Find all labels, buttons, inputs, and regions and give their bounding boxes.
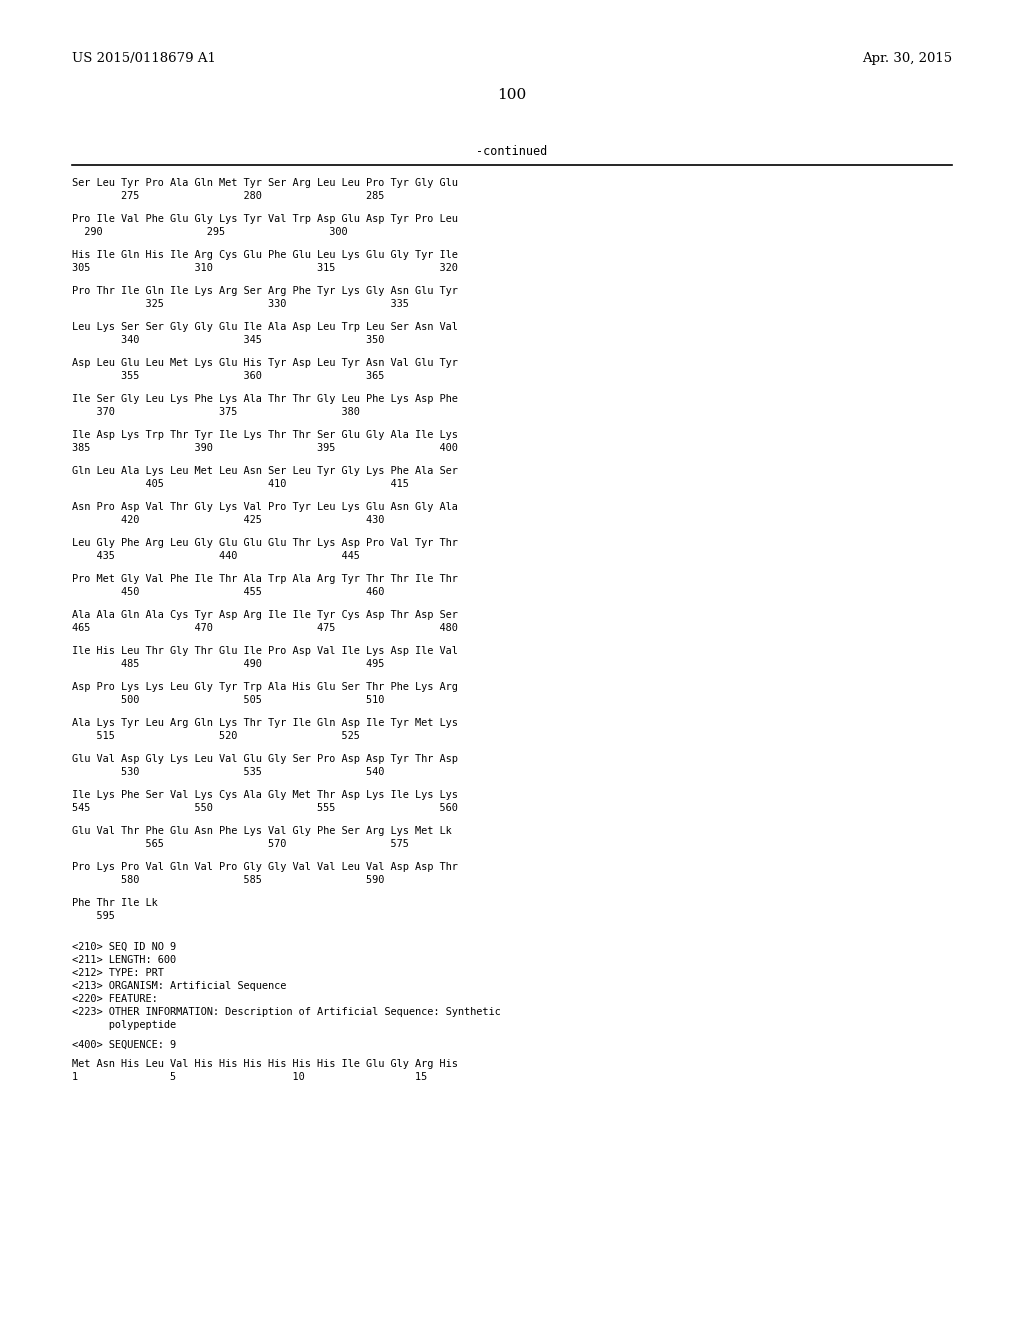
Text: 325                 330                 335: 325 330 335 <box>72 300 409 309</box>
Text: US 2015/0118679 A1: US 2015/0118679 A1 <box>72 51 216 65</box>
Text: 565                 570                 575: 565 570 575 <box>72 840 409 849</box>
Text: Ile Lys Phe Ser Val Lys Cys Ala Gly Met Thr Asp Lys Ile Lys Lys: Ile Lys Phe Ser Val Lys Cys Ala Gly Met … <box>72 789 458 800</box>
Text: Leu Gly Phe Arg Leu Gly Glu Glu Glu Thr Lys Asp Pro Val Tyr Thr: Leu Gly Phe Arg Leu Gly Glu Glu Glu Thr … <box>72 539 458 548</box>
Text: Pro Lys Pro Val Gln Val Pro Gly Gly Val Val Leu Val Asp Asp Thr: Pro Lys Pro Val Gln Val Pro Gly Gly Val … <box>72 862 458 873</box>
Text: Ala Lys Tyr Leu Arg Gln Lys Thr Tyr Ile Gln Asp Ile Tyr Met Lys: Ala Lys Tyr Leu Arg Gln Lys Thr Tyr Ile … <box>72 718 458 729</box>
Text: Phe Thr Ile Lk: Phe Thr Ile Lk <box>72 898 158 908</box>
Text: 275                 280                 285: 275 280 285 <box>72 191 384 201</box>
Text: <211> LENGTH: 600: <211> LENGTH: 600 <box>72 954 176 965</box>
Text: Ile His Leu Thr Gly Thr Glu Ile Pro Asp Val Ile Lys Asp Ile Val: Ile His Leu Thr Gly Thr Glu Ile Pro Asp … <box>72 645 458 656</box>
Text: 435                 440                 445: 435 440 445 <box>72 550 359 561</box>
Text: polypeptide: polypeptide <box>72 1020 176 1030</box>
Text: 420                 425                 430: 420 425 430 <box>72 515 384 525</box>
Text: 290                 295                 300: 290 295 300 <box>72 227 347 238</box>
Text: 1               5                   10                  15: 1 5 10 15 <box>72 1072 427 1082</box>
Text: Ala Ala Gln Ala Cys Tyr Asp Arg Ile Ile Tyr Cys Asp Thr Asp Ser: Ala Ala Gln Ala Cys Tyr Asp Arg Ile Ile … <box>72 610 458 620</box>
Text: His Ile Gln His Ile Arg Cys Glu Phe Glu Leu Lys Glu Gly Tyr Ile: His Ile Gln His Ile Arg Cys Glu Phe Glu … <box>72 249 458 260</box>
Text: 580                 585                 590: 580 585 590 <box>72 875 384 884</box>
Text: 385                 390                 395                 400: 385 390 395 400 <box>72 444 458 453</box>
Text: Apr. 30, 2015: Apr. 30, 2015 <box>862 51 952 65</box>
Text: Asn Pro Asp Val Thr Gly Lys Val Pro Tyr Leu Lys Glu Asn Gly Ala: Asn Pro Asp Val Thr Gly Lys Val Pro Tyr … <box>72 502 458 512</box>
Text: 530                 535                 540: 530 535 540 <box>72 767 384 777</box>
Text: 355                 360                 365: 355 360 365 <box>72 371 384 381</box>
Text: <213> ORGANISM: Artificial Sequence: <213> ORGANISM: Artificial Sequence <box>72 981 287 991</box>
Text: <212> TYPE: PRT: <212> TYPE: PRT <box>72 968 164 978</box>
Text: 340                 345                 350: 340 345 350 <box>72 335 384 345</box>
Text: Pro Met Gly Val Phe Ile Thr Ala Trp Ala Arg Tyr Thr Thr Ile Thr: Pro Met Gly Val Phe Ile Thr Ala Trp Ala … <box>72 574 458 583</box>
Text: Glu Val Thr Phe Glu Asn Phe Lys Val Gly Phe Ser Arg Lys Met Lk: Glu Val Thr Phe Glu Asn Phe Lys Val Gly … <box>72 826 452 836</box>
Text: Met Asn His Leu Val His His His His His His Ile Glu Gly Arg His: Met Asn His Leu Val His His His His His … <box>72 1059 458 1069</box>
Text: 305                 310                 315                 320: 305 310 315 320 <box>72 263 458 273</box>
Text: <210> SEQ ID NO 9: <210> SEQ ID NO 9 <box>72 942 176 952</box>
Text: Pro Ile Val Phe Glu Gly Lys Tyr Val Trp Asp Glu Asp Tyr Pro Leu: Pro Ile Val Phe Glu Gly Lys Tyr Val Trp … <box>72 214 458 224</box>
Text: Leu Lys Ser Ser Gly Gly Glu Ile Ala Asp Leu Trp Leu Ser Asn Val: Leu Lys Ser Ser Gly Gly Glu Ile Ala Asp … <box>72 322 458 333</box>
Text: 450                 455                 460: 450 455 460 <box>72 587 384 597</box>
Text: -continued: -continued <box>476 145 548 158</box>
Text: 595: 595 <box>72 911 115 921</box>
Text: Ile Asp Lys Trp Thr Tyr Ile Lys Thr Thr Ser Glu Gly Ala Ile Lys: Ile Asp Lys Trp Thr Tyr Ile Lys Thr Thr … <box>72 430 458 440</box>
Text: 405                 410                 415: 405 410 415 <box>72 479 409 488</box>
Text: <400> SEQUENCE: 9: <400> SEQUENCE: 9 <box>72 1040 176 1049</box>
Text: 500                 505                 510: 500 505 510 <box>72 696 384 705</box>
Text: Asp Pro Lys Lys Leu Gly Tyr Trp Ala His Glu Ser Thr Phe Lys Arg: Asp Pro Lys Lys Leu Gly Tyr Trp Ala His … <box>72 682 458 692</box>
Text: Gln Leu Ala Lys Leu Met Leu Asn Ser Leu Tyr Gly Lys Phe Ala Ser: Gln Leu Ala Lys Leu Met Leu Asn Ser Leu … <box>72 466 458 477</box>
Text: 465                 470                 475                 480: 465 470 475 480 <box>72 623 458 634</box>
Text: 545                 550                 555                 560: 545 550 555 560 <box>72 803 458 813</box>
Text: <220> FEATURE:: <220> FEATURE: <box>72 994 158 1005</box>
Text: 370                 375                 380: 370 375 380 <box>72 407 359 417</box>
Text: Ile Ser Gly Leu Lys Phe Lys Ala Thr Thr Gly Leu Phe Lys Asp Phe: Ile Ser Gly Leu Lys Phe Lys Ala Thr Thr … <box>72 393 458 404</box>
Text: Asp Leu Glu Leu Met Lys Glu His Tyr Asp Leu Tyr Asn Val Glu Tyr: Asp Leu Glu Leu Met Lys Glu His Tyr Asp … <box>72 358 458 368</box>
Text: Glu Val Asp Gly Lys Leu Val Glu Gly Ser Pro Asp Asp Tyr Thr Asp: Glu Val Asp Gly Lys Leu Val Glu Gly Ser … <box>72 754 458 764</box>
Text: Pro Thr Ile Gln Ile Lys Arg Ser Arg Phe Tyr Lys Gly Asn Glu Tyr: Pro Thr Ile Gln Ile Lys Arg Ser Arg Phe … <box>72 286 458 296</box>
Text: 100: 100 <box>498 88 526 102</box>
Text: <223> OTHER INFORMATION: Description of Artificial Sequence: Synthetic: <223> OTHER INFORMATION: Description of … <box>72 1007 501 1016</box>
Text: Ser Leu Tyr Pro Ala Gln Met Tyr Ser Arg Leu Leu Pro Tyr Gly Glu: Ser Leu Tyr Pro Ala Gln Met Tyr Ser Arg … <box>72 178 458 187</box>
Text: 485                 490                 495: 485 490 495 <box>72 659 384 669</box>
Text: 515                 520                 525: 515 520 525 <box>72 731 359 741</box>
